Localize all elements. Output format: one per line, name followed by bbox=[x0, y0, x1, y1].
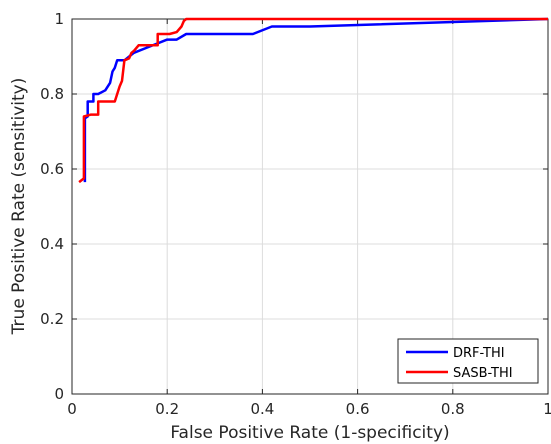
plot-frame bbox=[71, 18, 549, 395]
x-tick-label: 0.8 bbox=[441, 400, 465, 418]
y-tick-label: 0 bbox=[54, 385, 64, 403]
x-tick-label: 0 bbox=[67, 400, 77, 418]
legend-label-drf-thi: DRF-THI bbox=[453, 346, 505, 361]
grid bbox=[72, 19, 548, 394]
x-tick-label: 0.4 bbox=[250, 400, 274, 418]
y-axis-label: True Positive Rate (sensitivity) bbox=[9, 78, 29, 336]
x-tick-label: 0.2 bbox=[155, 400, 179, 418]
y-tick-label: 0.4 bbox=[40, 235, 64, 253]
legend: DRF-THI SASB-THI bbox=[397, 338, 539, 384]
x-tick-label: 1 bbox=[543, 400, 551, 418]
legend-box bbox=[397, 338, 539, 384]
legend-label-sasb-thi: SASB-THI bbox=[453, 366, 513, 381]
series-line-drf-thi bbox=[83, 17, 549, 183]
y-tick-label: 1 bbox=[54, 10, 64, 28]
series-line-sasb-thi bbox=[78, 17, 548, 184]
series-lines bbox=[78, 17, 549, 184]
x-tick-label: 0.6 bbox=[346, 400, 370, 418]
y-tick-label: 0.8 bbox=[40, 85, 64, 103]
x-axis-label: False Positive Rate (1-specificity) bbox=[170, 423, 449, 443]
y-tick-label: 0.2 bbox=[40, 310, 64, 328]
y-tick-label: 0.6 bbox=[40, 160, 64, 178]
